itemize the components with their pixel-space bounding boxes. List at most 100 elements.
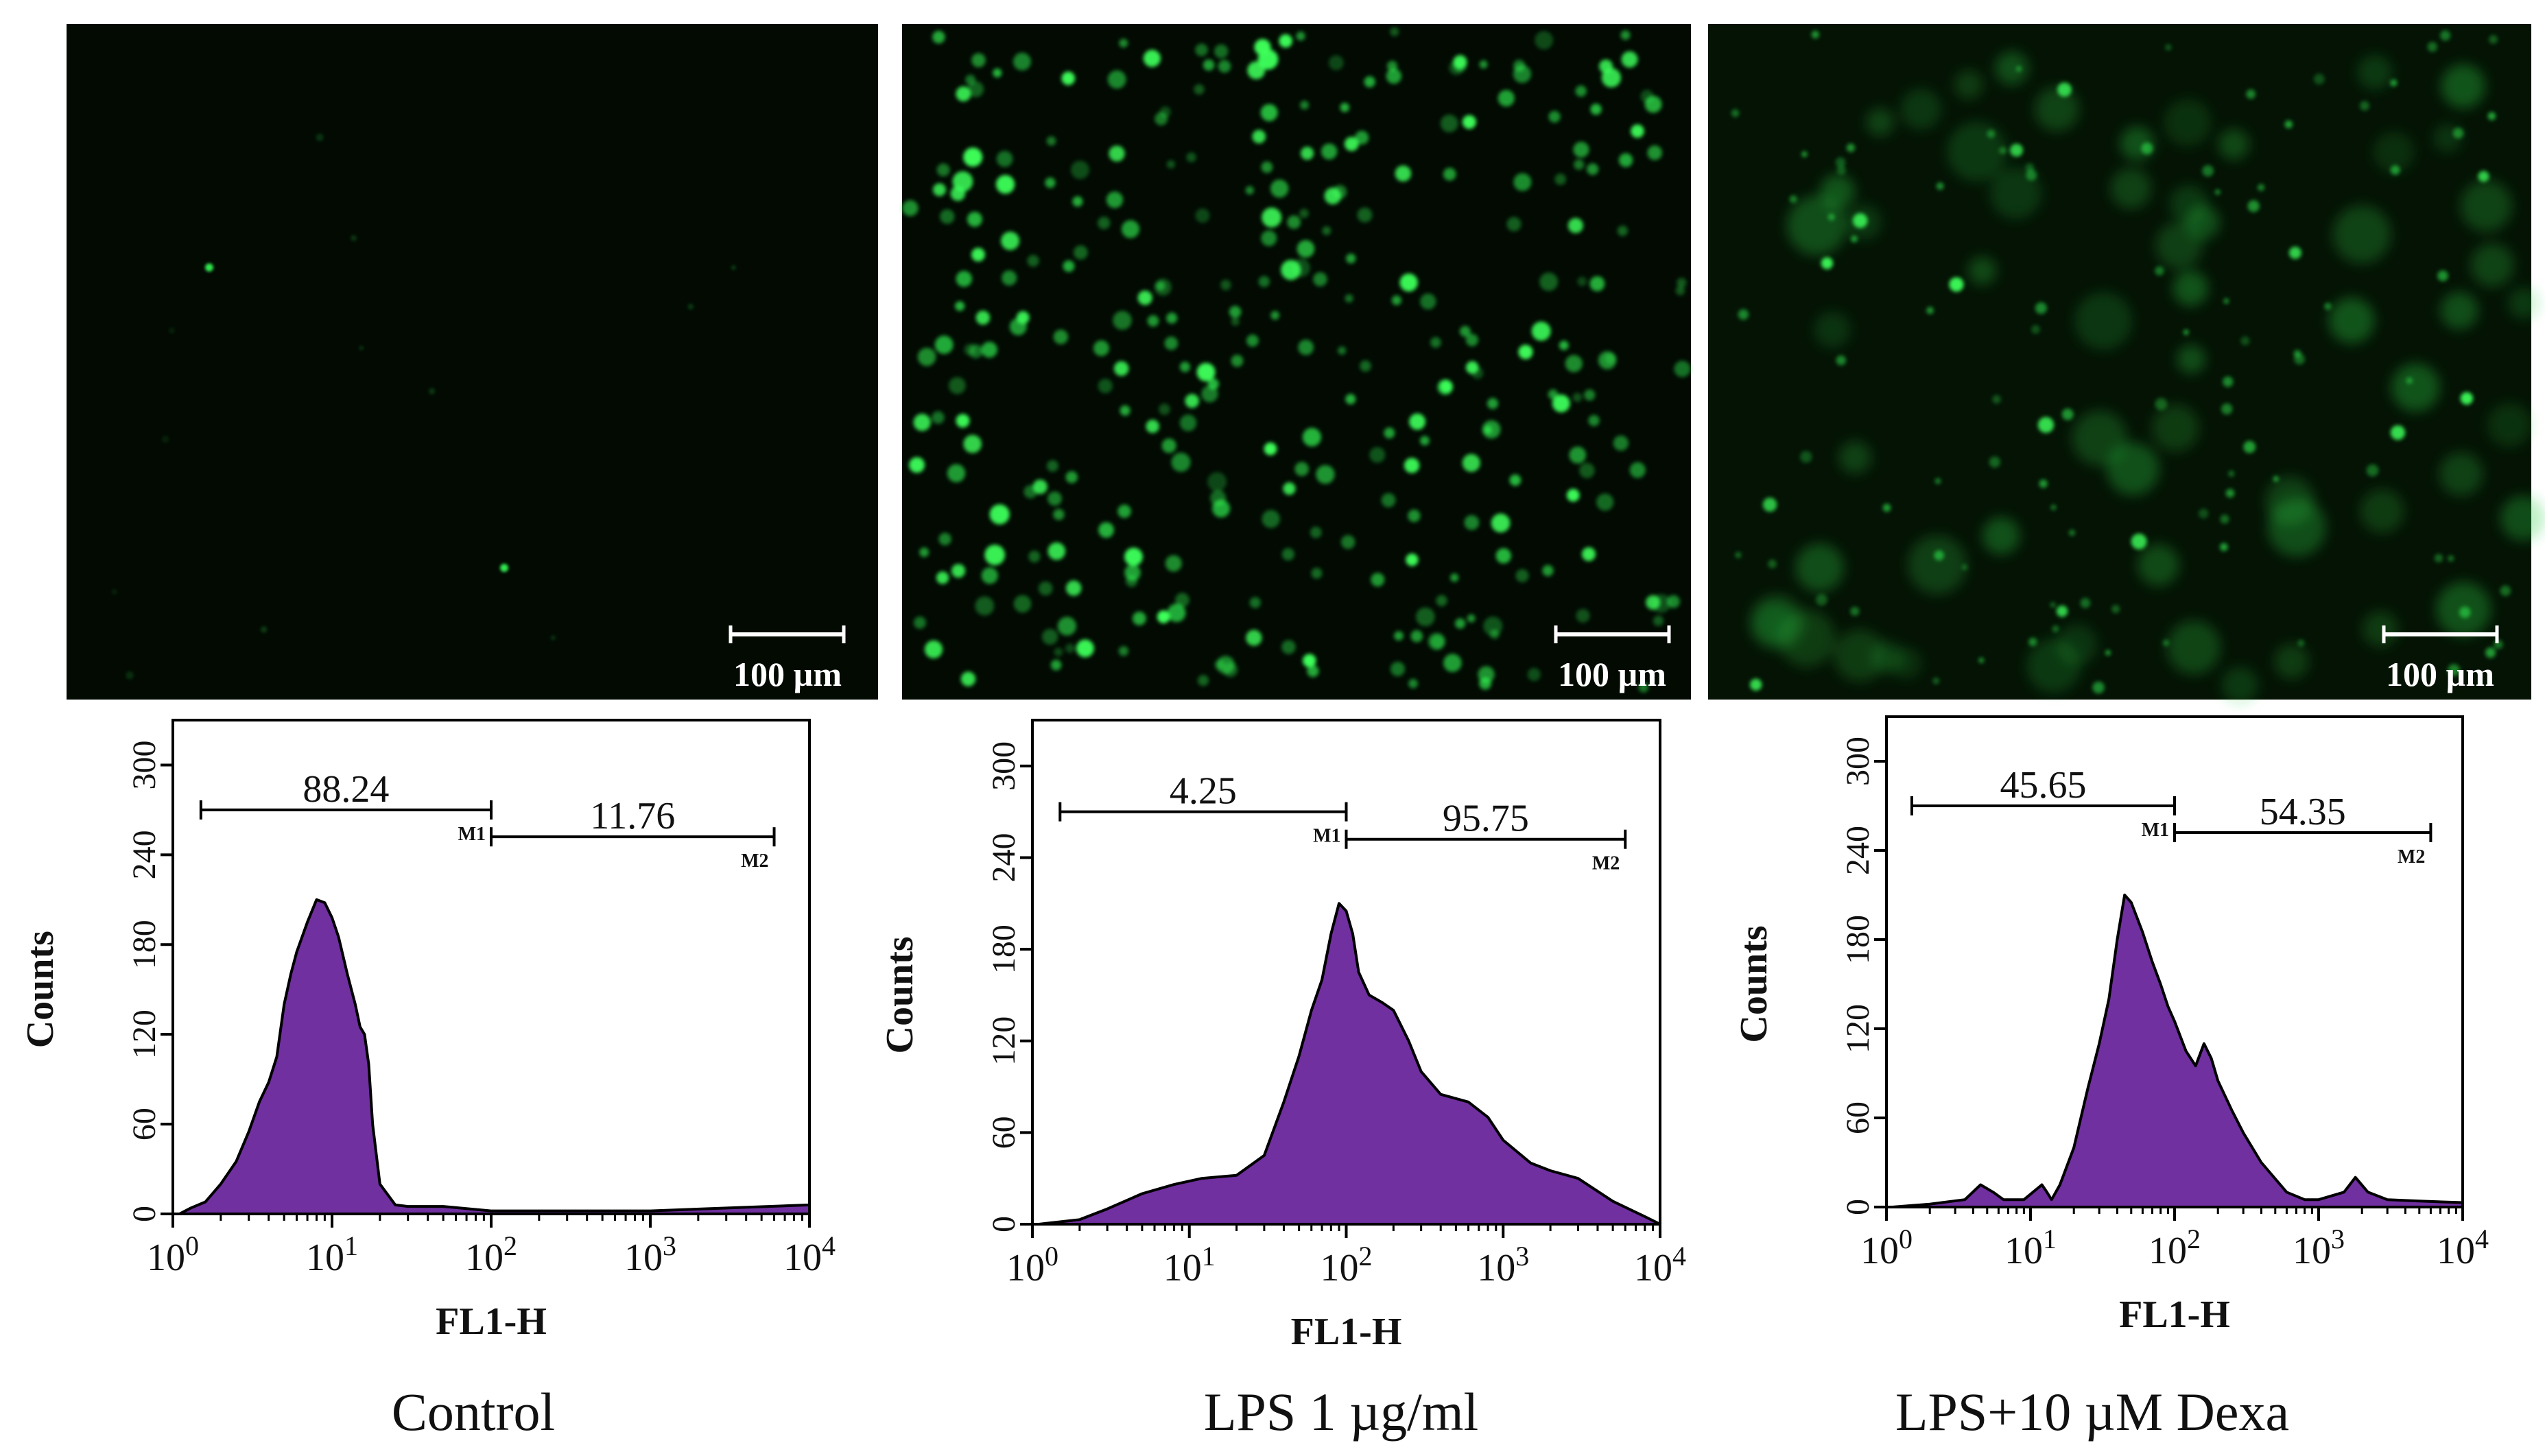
cell	[2138, 544, 2179, 586]
cell	[956, 414, 970, 428]
cell	[1846, 143, 1856, 152]
cell	[2223, 376, 2234, 387]
panel-label-lps: LPS 1 µg/ml	[1204, 1382, 1478, 1442]
cell	[1995, 51, 2029, 85]
cell	[2074, 291, 2133, 350]
cell	[2406, 377, 2413, 384]
cell	[1443, 654, 1462, 672]
cell	[1834, 630, 1886, 682]
cell	[1053, 329, 1069, 344]
cell	[2440, 30, 2451, 41]
cell	[161, 435, 169, 443]
panel-label-lps-dexa: LPS+10 µM Dexa	[1895, 1382, 2289, 1442]
cell	[1531, 321, 1551, 341]
cell	[1345, 294, 1353, 303]
cell	[2056, 605, 2068, 617]
cell	[1579, 462, 1595, 479]
micrograph-control-background	[67, 24, 878, 700]
cell	[975, 596, 995, 616]
cell	[1762, 497, 1777, 512]
cell	[1074, 245, 1088, 260]
cell	[2460, 180, 2512, 232]
cell	[2357, 54, 2393, 90]
cell	[2039, 479, 2048, 488]
cell	[1621, 51, 1638, 68]
cell	[1535, 31, 1554, 50]
cell	[1107, 70, 1126, 89]
cell	[2072, 410, 2127, 466]
cell	[1357, 207, 1373, 223]
cell	[1786, 195, 1847, 256]
cell	[2035, 302, 2047, 314]
cell	[1567, 217, 1583, 233]
cell	[1638, 682, 1649, 693]
cell	[949, 377, 966, 394]
cell	[2246, 89, 2256, 99]
cell	[913, 414, 931, 431]
cell	[2294, 353, 2305, 365]
cell	[550, 635, 556, 641]
cell	[1065, 471, 1078, 484]
cell	[731, 265, 736, 270]
cell	[1113, 361, 1129, 377]
cell	[1195, 208, 1210, 223]
cell	[1298, 339, 1314, 355]
cell	[2061, 408, 2074, 420]
micrograph-control-cells	[111, 133, 736, 680]
cell	[1483, 617, 1503, 636]
cell	[2440, 291, 2478, 330]
x-tick-label: 102	[2149, 1224, 2201, 1272]
histogram-area	[1891, 894, 2464, 1208]
cell	[2214, 189, 2221, 195]
cell	[1246, 630, 1262, 646]
cell	[1978, 657, 1985, 663]
y-tick-label: 60	[1840, 1101, 1876, 1134]
cell	[1220, 279, 1231, 291]
cell	[1462, 115, 1476, 129]
cell	[1143, 49, 1161, 67]
cell	[2080, 597, 2091, 608]
cell	[1161, 438, 1176, 453]
cell	[1316, 465, 1335, 484]
cell	[1137, 290, 1152, 305]
cell	[1157, 610, 1170, 623]
cell	[1936, 182, 1944, 190]
cell	[2131, 534, 2147, 549]
cell	[1453, 55, 1467, 69]
cell	[914, 616, 926, 629]
cell	[1999, 147, 2007, 154]
cell	[1410, 630, 1423, 643]
cell	[1198, 675, 1209, 687]
scale-bar-label-lps-dexa: 100 µm	[2386, 655, 2494, 693]
cell	[1261, 230, 1277, 246]
cell	[1218, 60, 1231, 73]
cell	[2165, 44, 2172, 51]
cell	[1440, 115, 1458, 132]
cell	[2460, 392, 2474, 405]
cell	[2016, 66, 2022, 72]
cell	[2152, 405, 2199, 452]
cell	[1677, 278, 1687, 288]
cell	[940, 209, 955, 224]
cell	[932, 411, 945, 425]
cell	[1588, 415, 1600, 427]
cell	[1814, 311, 1851, 348]
cell	[1735, 551, 1742, 558]
cell	[1194, 84, 1205, 95]
cell	[1345, 394, 1356, 405]
cell	[1214, 44, 1229, 59]
cell	[2092, 681, 2105, 694]
cell	[1487, 398, 1499, 409]
cell	[1231, 317, 1240, 326]
cell	[1498, 90, 1515, 107]
y-tick-label: 180	[1840, 915, 1876, 964]
y-tick-label: 120	[126, 1010, 163, 1059]
cell	[1341, 535, 1356, 549]
cell	[936, 571, 949, 584]
cell	[984, 545, 1006, 566]
cell	[1954, 70, 1983, 99]
cell	[2391, 363, 2440, 412]
cell	[2052, 625, 2059, 632]
cell	[1811, 30, 1819, 39]
